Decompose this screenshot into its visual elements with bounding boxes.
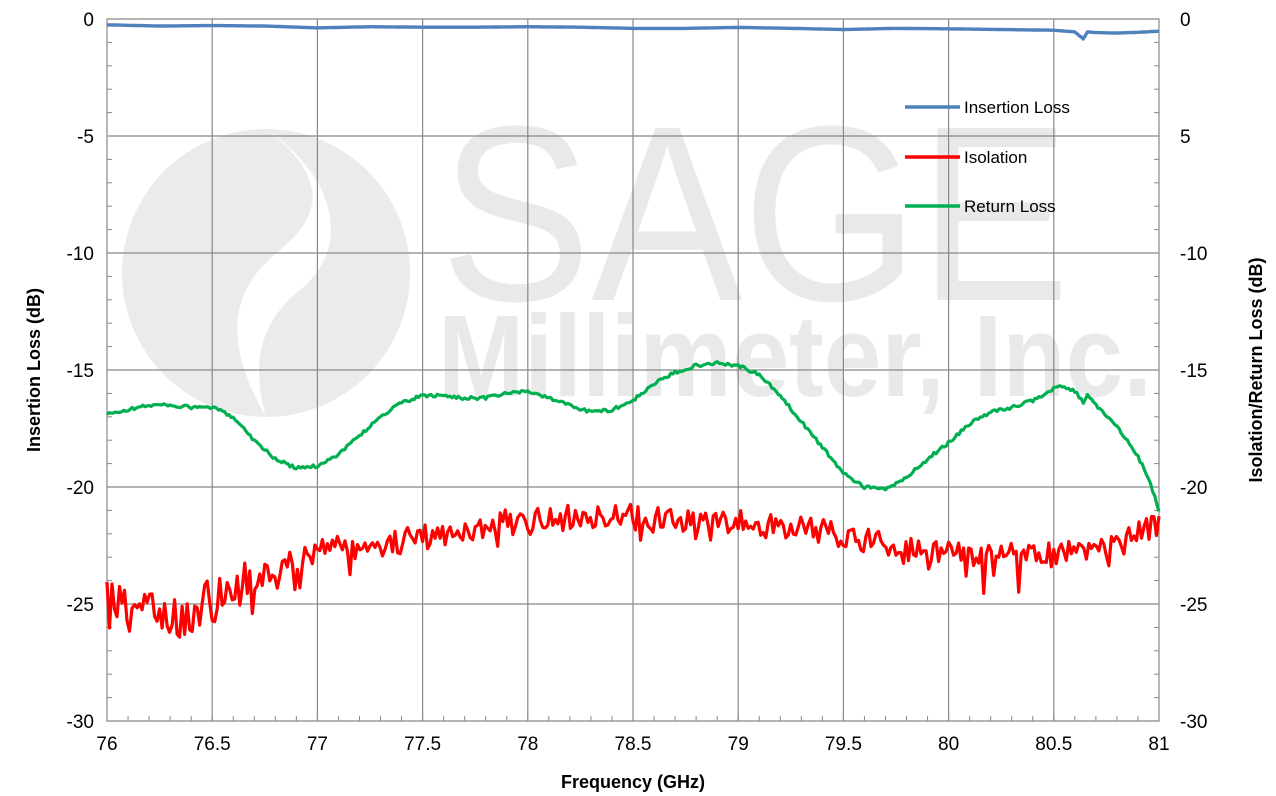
y-tick-label: -5 bbox=[77, 127, 94, 148]
legend-label-isolation: Isolation bbox=[964, 148, 1027, 167]
x-tick-label: 79 bbox=[728, 734, 749, 755]
legend-label-return-loss: Return Loss bbox=[964, 197, 1056, 216]
x-tick-label: 76 bbox=[96, 734, 117, 755]
legend: Insertion Loss Isolation Return Loss bbox=[905, 98, 1070, 216]
y2-tick-labels: 0 5 -10 -15 -20 -25 -30 bbox=[1180, 10, 1207, 733]
watermark-title: SAGE bbox=[440, 74, 1070, 353]
y-tick-label: -30 bbox=[67, 712, 94, 733]
plot-area-frame bbox=[106, 18, 1160, 722]
x-axis-title: Frequency (GHz) bbox=[561, 772, 705, 792]
x-tick-label: 78.5 bbox=[615, 734, 652, 755]
y2-axis-title: Isolation/Return Loss (dB) bbox=[1246, 257, 1266, 482]
x-tick-label: 79.5 bbox=[825, 734, 862, 755]
y-tick-label: -20 bbox=[67, 478, 94, 499]
y-tick-labels: 0 -5 -10 -15 -20 -25 -30 bbox=[67, 10, 94, 733]
x-tick-label: 80.5 bbox=[1035, 734, 1072, 755]
y2-tick-label: -15 bbox=[1180, 361, 1207, 382]
insertion-loss-line bbox=[107, 23, 1160, 41]
y-axis-title: Insertion Loss (dB) bbox=[24, 288, 44, 452]
x-tick-label: 77 bbox=[307, 734, 328, 755]
isolation-line bbox=[105, 502, 1161, 639]
y2-tick-label: -20 bbox=[1180, 478, 1207, 499]
y2-tick-label: -30 bbox=[1180, 712, 1207, 733]
y2-tick-label: 5 bbox=[1180, 127, 1191, 148]
x-tick-label: 81 bbox=[1148, 734, 1169, 755]
legend-label-insertion-loss: Insertion Loss bbox=[964, 98, 1070, 117]
x-tick-label: 76.5 bbox=[194, 734, 231, 755]
y2-tick-label: -10 bbox=[1180, 244, 1207, 265]
y-tick-label: -15 bbox=[67, 361, 94, 382]
watermark-subtitle: Millimeter, Inc. bbox=[438, 291, 1152, 421]
y2-tick-label: 0 bbox=[1180, 10, 1191, 31]
y-tick-label: 0 bbox=[83, 10, 94, 31]
series-layer bbox=[105, 23, 1161, 639]
y2-tick-label: -25 bbox=[1180, 595, 1207, 616]
watermark-logo: SAGE Millimeter, Inc. bbox=[122, 74, 1152, 421]
x-tick-labels: 76 76.5 77 77.5 78 78.5 79 79.5 80 80.5 81 bbox=[96, 734, 1169, 755]
y-tick-label: -10 bbox=[67, 244, 94, 265]
x-tick-label: 80 bbox=[938, 734, 959, 755]
x-tick-label: 78 bbox=[517, 734, 538, 755]
return-loss-line bbox=[106, 360, 1161, 512]
y-tick-label: -25 bbox=[67, 595, 94, 616]
x-tick-label: 77.5 bbox=[404, 734, 441, 755]
